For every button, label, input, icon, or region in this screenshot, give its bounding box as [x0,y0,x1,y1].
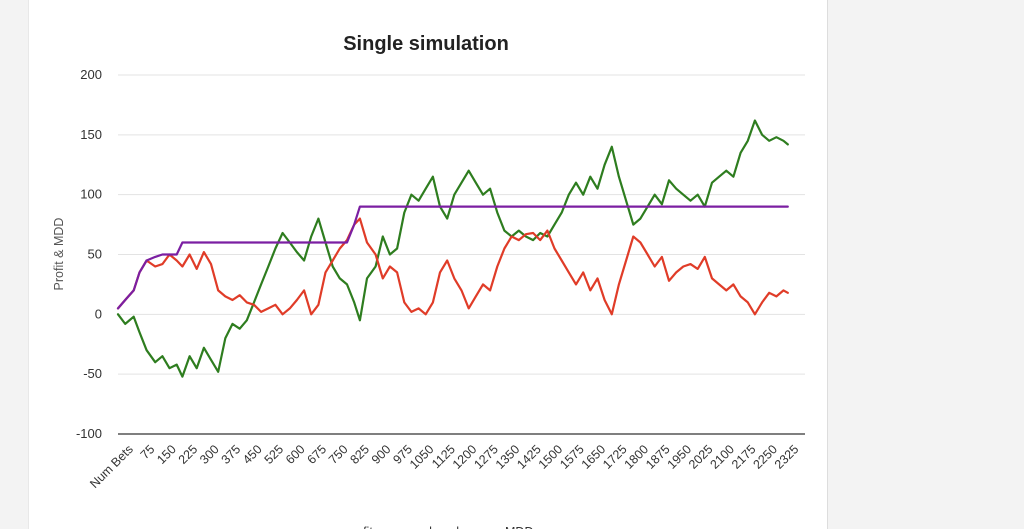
x-tick-label: 300 [197,442,222,467]
y-axis-label: Profit & MDD [52,218,66,291]
y-tick-label: 50 [88,247,102,262]
series-line-profit [116,119,789,378]
x-tick-label: 225 [176,442,201,467]
series-line-MDD [116,205,789,310]
y-tick-label: 200 [80,67,102,82]
y-tick-label: 150 [80,127,102,142]
chart-title: Single simulation [343,33,509,55]
x-tick-label: 750 [326,442,351,467]
x-tick-label: 375 [219,442,244,467]
legend-label: profit [345,525,373,529]
x-tick-label: 2325 [772,442,802,472]
x-axis-ticks: Num Bets 75150225300375450525600675750825… [87,442,801,491]
y-tick-label: -50 [83,366,102,381]
x-tick-label: Num Bets [87,442,136,491]
legend-label: MDD [505,525,533,529]
series-lines [116,119,789,378]
y-tick-label: 0 [95,306,102,321]
x-tick-label: 825 [347,442,372,467]
y-tick-label: -100 [76,426,102,441]
x-tick-label: 75 [138,442,158,462]
legend-label: drawdown [425,525,482,529]
y-axis-ticks: -100 -50 0 50 100 150 200 [76,67,102,441]
series-line-drawdown [116,217,789,316]
x-tick-label: 600 [283,442,308,467]
gridlines [118,74,805,435]
x-tick-label: 900 [369,442,394,467]
legend: profit drawdown MDD [345,525,533,529]
x-tick-label: 150 [154,442,179,467]
x-tick-label: 675 [304,442,329,467]
y-tick-label: 100 [80,187,102,202]
x-tick-label: 450 [240,442,265,467]
x-tick-label: 525 [262,442,287,467]
